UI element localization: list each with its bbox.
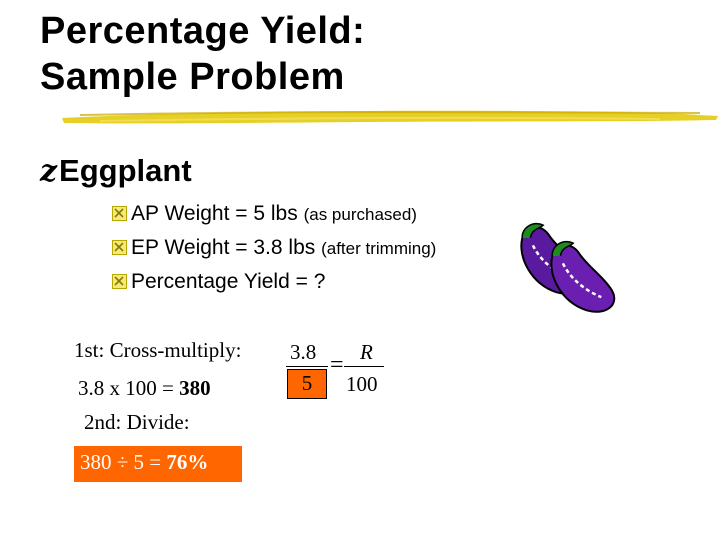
- checkbox-x-icon: [112, 206, 127, 221]
- sub-bullet-note: (after trimming): [321, 239, 437, 258]
- title-line-1: Percentage Yield:: [40, 10, 366, 52]
- step2-label: 2nd: Divide:: [84, 410, 190, 434]
- denominator-highlight: [287, 369, 327, 399]
- step1-calc: 3.8 x 100 = 380: [78, 376, 211, 401]
- right-denominator: 100: [346, 372, 378, 396]
- sub-bullet-ap: AP Weight = 5 lbs (as purchased): [112, 200, 417, 229]
- sub-bullet-text: AP Weight = 5 lbs: [131, 202, 304, 225]
- title-line-2: Sample Problem: [40, 56, 345, 98]
- right-fraction-bar: [344, 366, 384, 367]
- left-numerator: 3.8: [290, 340, 317, 364]
- main-bullet: zEggplant: [40, 152, 192, 191]
- result-highlight: [74, 446, 242, 482]
- step1-calc-prefix: 3.8 x 100 =: [78, 376, 180, 400]
- step2-calc-result: 76%: [166, 450, 209, 474]
- sub-bullet-note: (as purchased): [303, 205, 417, 224]
- equals-sign: =: [330, 352, 344, 378]
- right-numerator: R: [360, 340, 373, 364]
- main-bullet-label: Eggplant: [59, 153, 192, 188]
- checkbox-x-icon: [112, 274, 127, 289]
- z-bullet-icon: z: [40, 154, 58, 189]
- eggplant-icon: [520, 222, 616, 313]
- step1-calc-result: 380: [179, 376, 211, 400]
- sub-bullet-text: EP Weight = 3.8 lbs: [131, 236, 322, 259]
- left-denominator: 5: [301, 371, 313, 395]
- step1-label: 1st: Cross-multiply:: [74, 338, 242, 362]
- checkbox-x-icon: [112, 240, 127, 255]
- slide-title: Percentage Yield: Sample Problem: [40, 8, 365, 100]
- step2-calc-prefix: 380 ÷ 5 =: [80, 450, 167, 474]
- sub-bullet-text: Percentage Yield = ?: [131, 270, 326, 293]
- title-underline-brush: [62, 110, 718, 124]
- sub-bullet-yield: Percentage Yield = ?: [112, 268, 325, 296]
- left-fraction-bar: [286, 366, 328, 367]
- step2-calc: 380 ÷ 5 = 76%: [80, 450, 208, 475]
- sub-bullet-ep: EP Weight = 3.8 lbs (after trimming): [112, 234, 436, 263]
